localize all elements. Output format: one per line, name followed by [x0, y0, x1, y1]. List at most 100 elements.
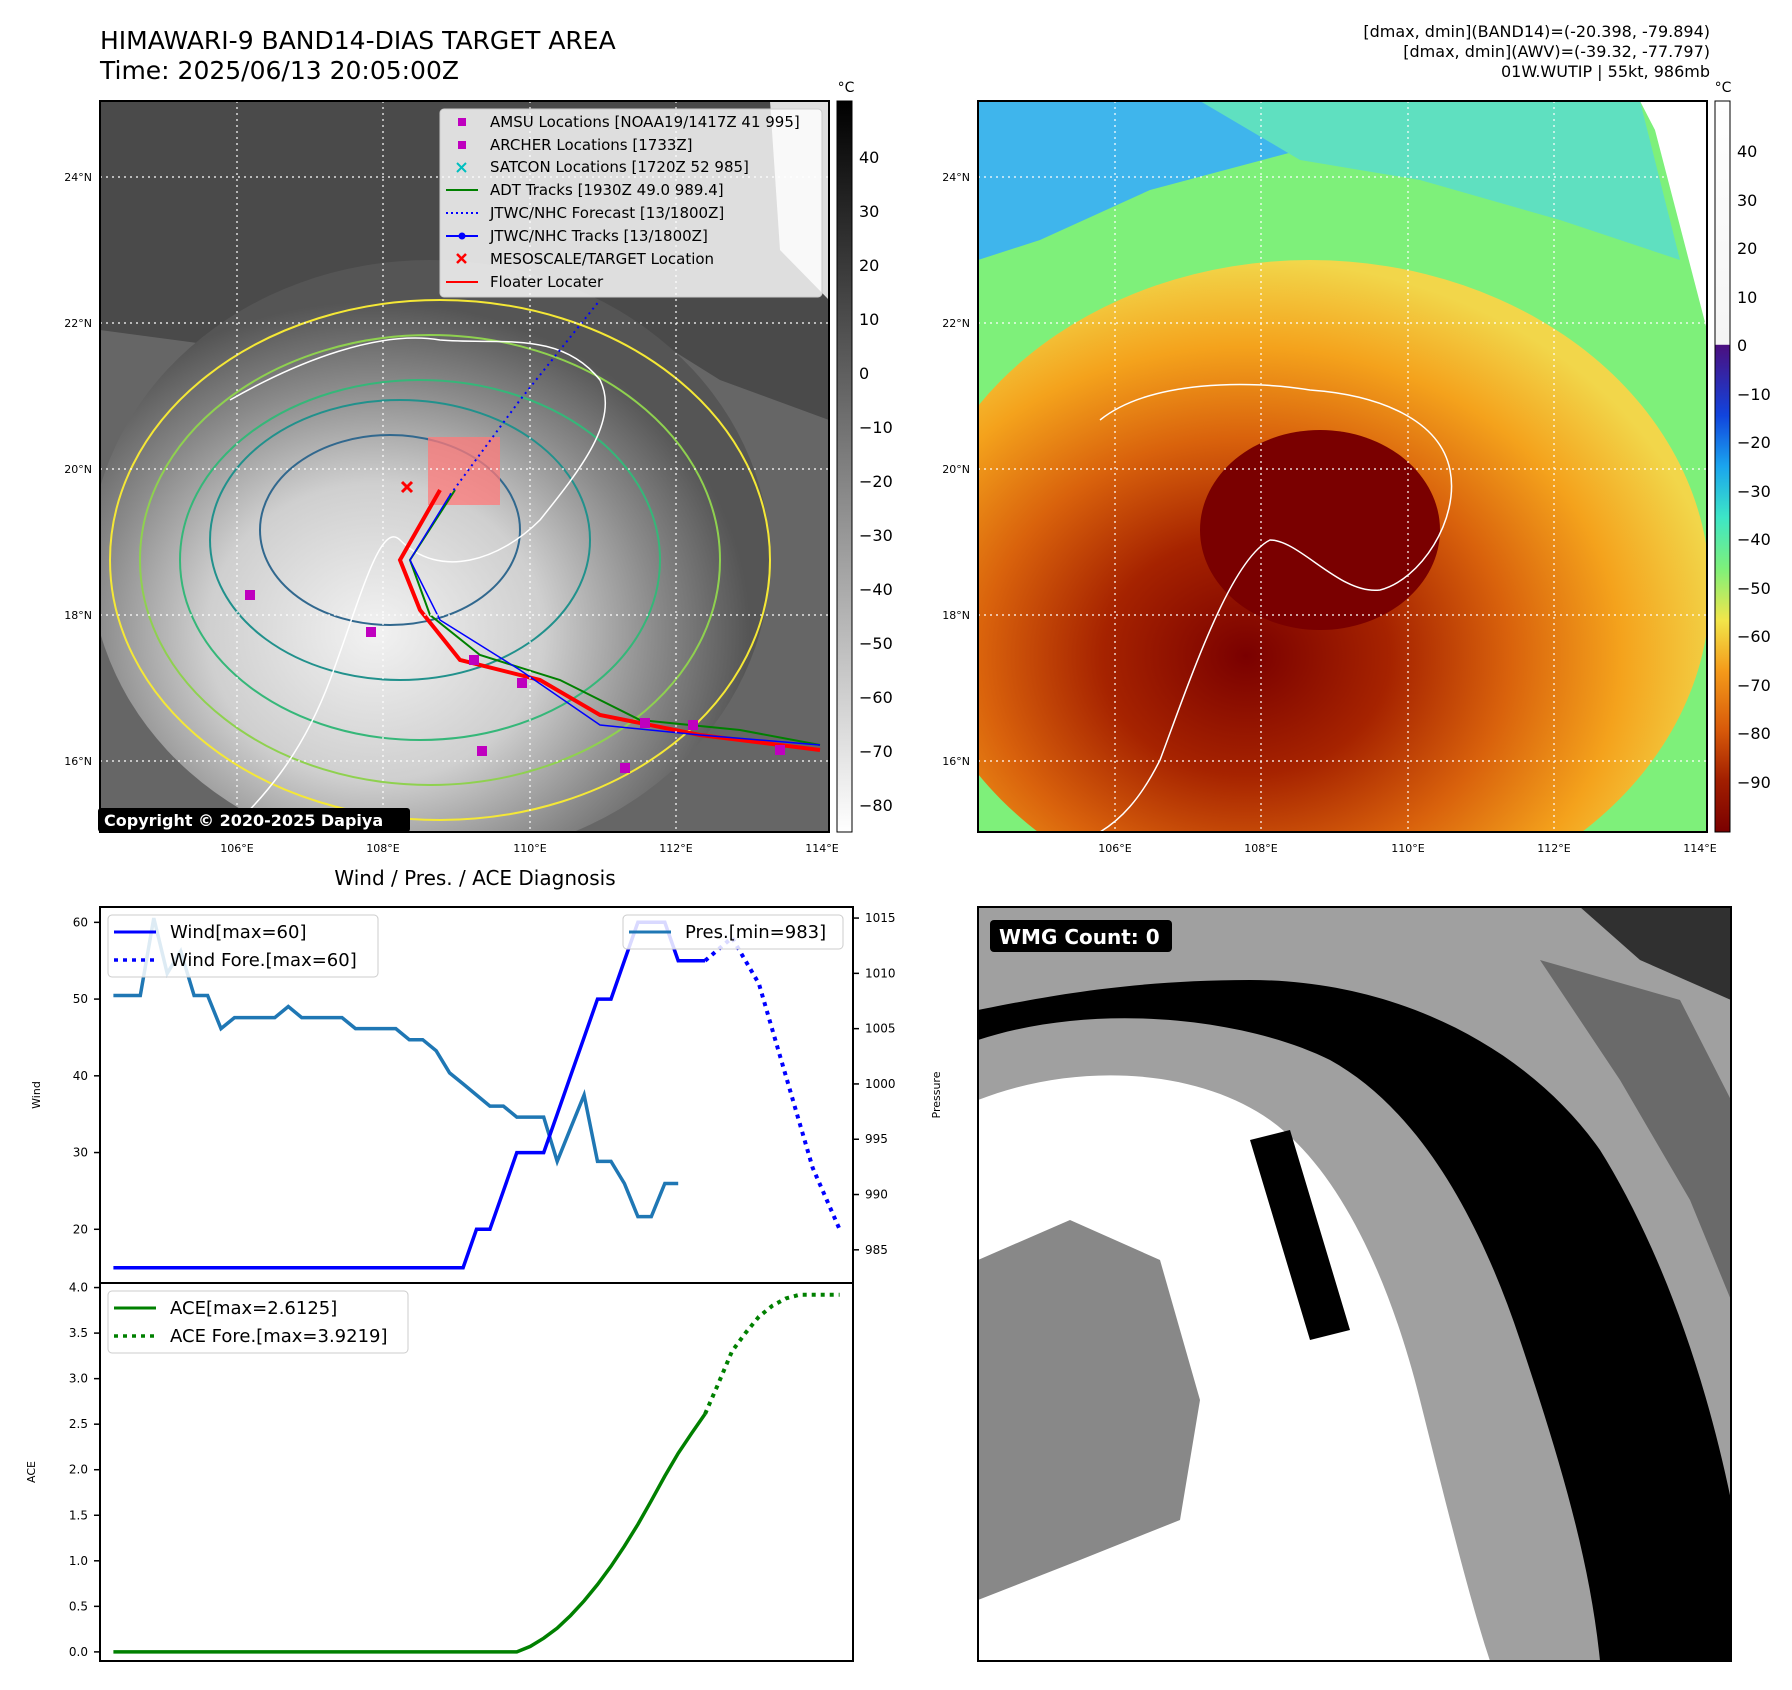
ace-axes — [99, 1282, 854, 1662]
svg-text:114°E: 114°E — [1683, 842, 1716, 855]
legend-jtwc-tracks: JTWC/NHC Tracks [13/1800Z] — [489, 227, 708, 245]
awv-lat-ticks: 16°N 18°N 20°N 22°N 24°N — [942, 171, 970, 768]
band14-range: [dmax, dmin](BAND14)=(-20.398, -79.894) — [1363, 22, 1710, 41]
diagnosis-title: Wind / Pres. / ACE Diagnosis — [334, 866, 615, 890]
svg-text:20: 20 — [859, 256, 879, 275]
ytick-label: 4.0 — [69, 1281, 88, 1295]
title-line-satellite: HIMAWARI-9 BAND14-DIAS TARGET AREA — [100, 26, 616, 55]
legend-amsu: AMSU Locations [NOAA19/1417Z 41 995] — [490, 113, 800, 131]
svg-text:−70: −70 — [859, 742, 893, 761]
svg-text:−40: −40 — [859, 580, 893, 599]
awv-colorbar: °C 40 30 20 10 0 −10 −20 −30 −40 −50 −60… — [1714, 80, 1771, 833]
svg-text:106°E: 106°E — [1098, 842, 1131, 855]
ytick-label: 20 — [73, 1222, 88, 1236]
ytick-label: 2.5 — [69, 1417, 88, 1431]
line-0 — [113, 920, 706, 1270]
storm-summary: 01W.WUTIP | 55kt, 986mb — [1500, 62, 1710, 81]
svg-text:20°N: 20°N — [942, 463, 970, 476]
ir-lat-ticks: 16°N 18°N 20°N 22°N 24°N — [64, 171, 92, 768]
ir-legend: AMSU Locations [NOAA19/1417Z 41 995] ARC… — [439, 108, 823, 298]
svg-text:−20: −20 — [859, 472, 893, 491]
svg-text:0: 0 — [859, 364, 869, 383]
ytick-label: 985 — [865, 1243, 888, 1257]
ace-yticks: 0.0 0.5 1.0 1.5 2.0 2.5 3.0 3.5 4.0 — [69, 1281, 100, 1659]
awv-coastline — [1099, 383, 1453, 832]
awv-colorbar-unit: °C — [1715, 80, 1732, 96]
pressure-yticks: 985 990 995 1000 1005 1010 1015 — [853, 911, 896, 1257]
svg-text:22°N: 22°N — [942, 317, 970, 330]
wind-yticks: 20 30 40 50 60 — [73, 915, 100, 1236]
diagnosis-charts: Wind / Pres. / ACE Diagnosis Wind Pressu… — [25, 866, 943, 1662]
copyright-box — [98, 808, 410, 832]
wind-ylabel: Wind — [30, 1081, 43, 1109]
svg-text:−60: −60 — [859, 688, 893, 707]
svg-text:110°E: 110°E — [513, 842, 546, 855]
pressure-series — [113, 917, 679, 1219]
ir-frame — [99, 100, 830, 833]
legend-ace-forecast: ACE Fore.[max=3.9219] — [170, 1326, 388, 1347]
ytick-label: 1000 — [865, 1077, 896, 1091]
target-marker — [400, 480, 414, 494]
ytick-label: 990 — [865, 1188, 888, 1202]
awv-grid — [978, 101, 1707, 832]
awv-satellite-map: 106°E 108°E 110°E 112°E 114°E 16°N 18°N … — [942, 80, 1771, 855]
legend-target: MESOSCALE/TARGET Location — [490, 250, 714, 268]
svg-text:18°N: 18°N — [64, 609, 92, 622]
svg-text:108°E: 108°E — [366, 842, 399, 855]
ytick-label: 50 — [73, 992, 88, 1006]
wmg-frame — [977, 906, 1732, 1662]
pressure-legend: Pres.[min=983] — [622, 914, 844, 950]
line-0 — [113, 917, 679, 1219]
amsu-markers — [245, 590, 785, 773]
legend-pressure: Pres.[min=983] — [685, 922, 826, 943]
svg-text:−80: −80 — [1737, 724, 1771, 743]
svg-text:40: 40 — [859, 148, 879, 167]
svg-text:−30: −30 — [859, 526, 893, 545]
svg-text:114°E: 114°E — [805, 842, 838, 855]
floater-track — [397, 489, 821, 752]
svg-text:110°E: 110°E — [1391, 842, 1424, 855]
svg-text:0: 0 — [1737, 336, 1747, 355]
svg-text:−20: −20 — [1737, 433, 1771, 452]
title-line-time: Time: 2025/06/13 20:05:00Z — [100, 56, 459, 85]
ytick-label: 995 — [865, 1132, 888, 1146]
svg-text:−70: −70 — [1737, 676, 1771, 695]
ir-lon-ticks: 106°E 108°E 110°E 112°E 114°E — [220, 842, 838, 855]
svg-text:40: 40 — [1737, 142, 1757, 161]
forecast-line-1 — [703, 1292, 840, 1415]
legend-wind-forecast: Wind Fore.[max=60] — [170, 950, 357, 971]
awv-frame — [977, 100, 1708, 833]
svg-text:20: 20 — [1737, 239, 1757, 258]
svg-text:−90: −90 — [1737, 773, 1771, 792]
wmg-map: WMG Count: 0 — [977, 906, 1732, 1662]
line-0 — [113, 1412, 707, 1654]
svg-text:112°E: 112°E — [1537, 842, 1570, 855]
ir-satellite-map: 106°E 108°E 110°E 112°E 114°E 16°N 18°N … — [64, 80, 893, 855]
coastline — [229, 337, 606, 831]
ace-ylabel: ACE — [25, 1461, 38, 1483]
ytick-label: 3.5 — [69, 1326, 88, 1340]
legend-archer: ARCHER Locations [1733Z] — [490, 136, 693, 154]
legend-wind: Wind[max=60] — [170, 922, 307, 943]
svg-text:22°N: 22°N — [64, 317, 92, 330]
svg-text:10: 10 — [1737, 288, 1757, 307]
ytick-label: 0.5 — [69, 1599, 88, 1613]
svg-text:30: 30 — [859, 202, 879, 221]
ir-colorbar-unit: °C — [838, 80, 855, 96]
svg-text:−50: −50 — [1737, 579, 1771, 598]
legend-satcon: SATCON Locations [1720Z 52 985] — [490, 158, 749, 176]
svg-text:30: 30 — [1737, 191, 1757, 210]
ytick-label: 30 — [73, 1146, 88, 1160]
svg-text:18°N: 18°N — [942, 609, 970, 622]
wind-legend: Wind[max=60] Wind Fore.[max=60] — [107, 914, 379, 978]
svg-text:106°E: 106°E — [220, 842, 253, 855]
awv-range: [dmax, dmin](AWV)=(-39.32, -77.797) — [1403, 42, 1710, 61]
ytick-label: 0.0 — [69, 1645, 88, 1659]
ace-series — [113, 1292, 840, 1654]
wmg-count-box — [990, 920, 1172, 952]
svg-text:−10: −10 — [859, 418, 893, 437]
ace-legend: ACE[max=2.6125] ACE Fore.[max=3.9219] — [107, 1290, 409, 1354]
svg-text:20°N: 20°N — [64, 463, 92, 476]
legend-adt: ADT Tracks [1930Z 49.0 989.4] — [490, 181, 724, 199]
ytick-label: 60 — [73, 915, 88, 929]
